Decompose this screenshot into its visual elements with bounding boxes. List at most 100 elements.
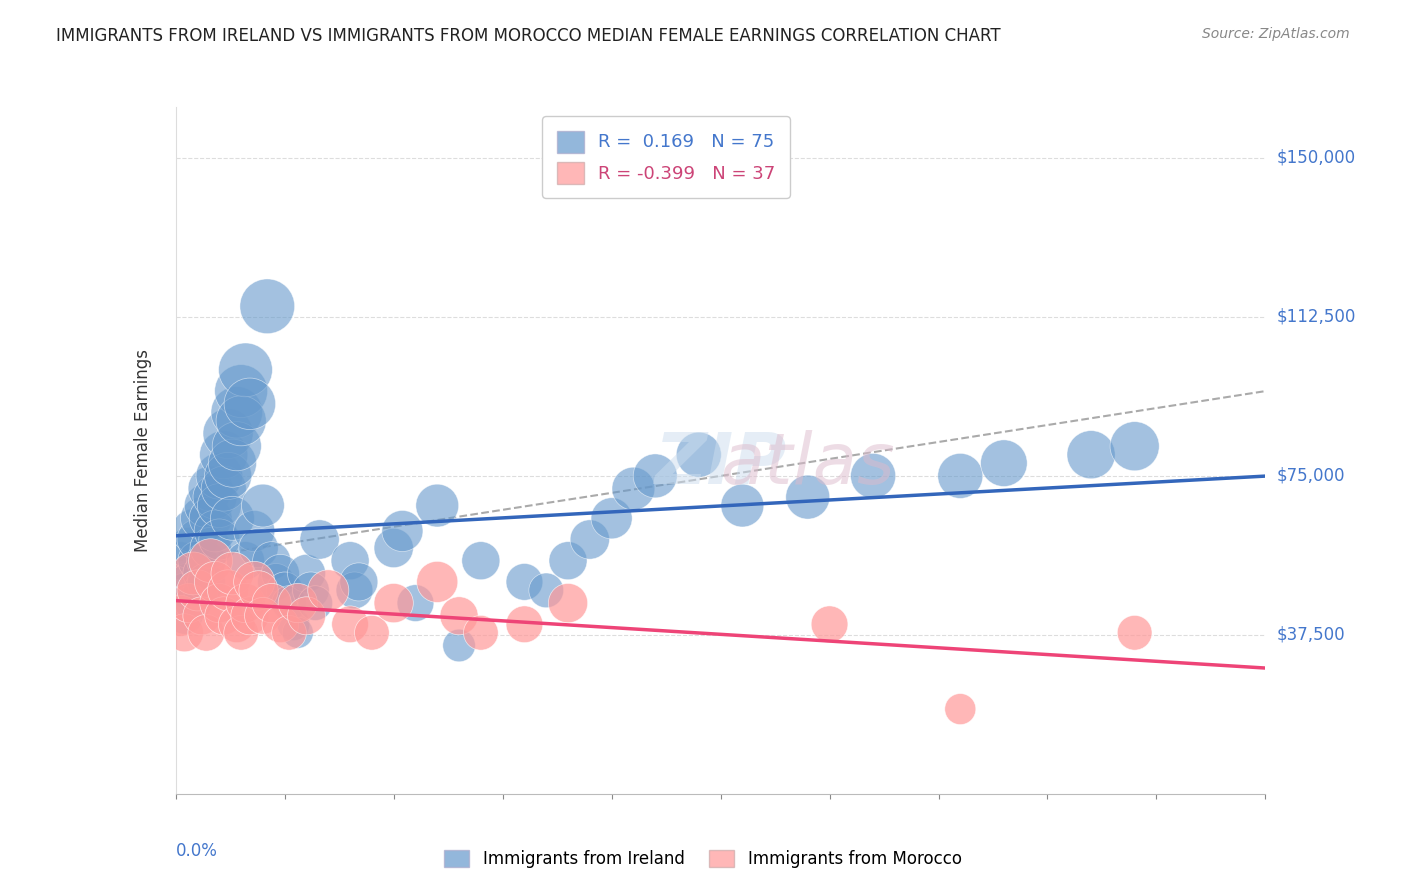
Point (308, 533, 330, 547)
Point (426, 574, 449, 589)
Point (217, 469, 239, 483)
Text: $112,500: $112,500 (1277, 308, 1355, 326)
Point (318, 583, 340, 598)
Point (221, 566, 243, 581)
Point (217, 583, 239, 598)
Point (173, 625, 195, 640)
Point (557, 554, 579, 568)
Point (204, 524, 226, 538)
Point (177, 596, 200, 610)
Point (470, 625, 492, 640)
Point (235, 596, 257, 610)
Point (208, 596, 231, 610)
Point (235, 554, 257, 568)
Point (278, 596, 301, 610)
Point (269, 617, 291, 632)
Text: atlas: atlas (720, 430, 896, 499)
Point (287, 596, 309, 610)
Point (177, 541, 200, 555)
Point (212, 448, 235, 462)
Point (217, 426, 239, 441)
Point (621, 482, 644, 496)
Point (221, 511, 243, 525)
Point (405, 596, 427, 610)
Point (212, 608, 235, 623)
Text: IMMIGRANTS FROM IRELAND VS IMMIGRANTS FROM MOROCCO MEDIAN FEMALE EARNINGS CORREL: IMMIGRANTS FROM IRELAND VS IMMIGRANTS FR… (56, 27, 1001, 45)
Point (243, 574, 266, 589)
Point (239, 608, 262, 623)
Point (200, 482, 222, 496)
Point (513, 617, 536, 632)
Point (231, 414, 253, 428)
Point (231, 384, 253, 398)
Point (235, 363, 257, 377)
Point (688, 448, 710, 462)
Text: 0.0%: 0.0% (176, 842, 218, 860)
Point (283, 617, 305, 632)
Point (221, 456, 243, 470)
Text: $75,000: $75,000 (1277, 467, 1346, 485)
Point (247, 583, 270, 598)
Point (818, 617, 841, 632)
Point (264, 574, 287, 589)
Point (231, 625, 253, 640)
Point (208, 469, 231, 483)
Point (447, 608, 470, 623)
Point (191, 511, 214, 525)
Point (1080, 448, 1102, 462)
Point (644, 469, 666, 483)
Point (579, 533, 602, 547)
Point (274, 583, 297, 598)
Point (200, 541, 222, 555)
Point (1123, 439, 1146, 453)
Point (269, 566, 291, 581)
Legend: Immigrants from Ireland, Immigrants from Morocco: Immigrants from Ireland, Immigrants from… (437, 843, 969, 875)
Point (181, 596, 204, 610)
Text: $37,500: $37,500 (1277, 626, 1346, 644)
Point (731, 499, 754, 513)
Point (173, 583, 195, 598)
Point (513, 574, 536, 589)
Point (347, 574, 370, 589)
Point (949, 702, 972, 716)
Point (360, 625, 382, 640)
Point (191, 566, 214, 581)
Point (600, 511, 623, 525)
Point (195, 574, 218, 589)
Point (191, 608, 214, 623)
Point (252, 608, 274, 623)
Point (225, 617, 247, 632)
Point (295, 566, 318, 581)
Point (993, 456, 1015, 470)
Point (247, 541, 270, 555)
Point (195, 499, 218, 513)
Point (295, 608, 318, 623)
Point (260, 554, 283, 568)
Text: ZIP: ZIP (654, 430, 787, 499)
Point (304, 596, 326, 610)
Point (195, 625, 218, 640)
Point (299, 583, 322, 598)
Point (204, 490, 226, 504)
Point (796, 490, 818, 504)
Point (949, 469, 972, 483)
Point (195, 554, 218, 568)
Point (177, 574, 200, 589)
Point (212, 482, 235, 496)
Point (208, 499, 231, 513)
Point (256, 299, 278, 313)
Point (252, 499, 274, 513)
Point (426, 499, 449, 513)
Point (169, 608, 191, 623)
Point (186, 533, 209, 547)
Point (339, 617, 361, 632)
Point (1123, 625, 1146, 640)
Point (278, 625, 301, 640)
Point (239, 397, 262, 411)
Point (200, 511, 222, 525)
Point (181, 524, 204, 538)
Text: Source: ZipAtlas.com: Source: ZipAtlas.com (1202, 27, 1350, 41)
Point (339, 554, 361, 568)
Point (447, 639, 470, 653)
Point (225, 405, 247, 419)
